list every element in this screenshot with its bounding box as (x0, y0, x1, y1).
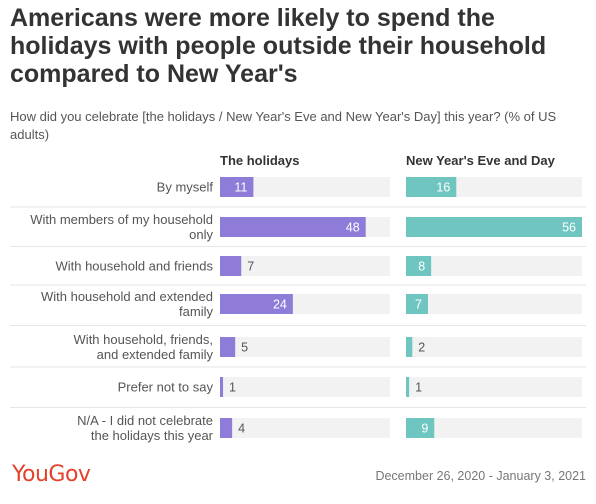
bar-track (406, 418, 582, 438)
data-label: 5 (241, 341, 248, 355)
bar-track (220, 377, 390, 397)
bar-0-6 (220, 418, 233, 438)
data-label: 9 (421, 422, 428, 436)
category-label: N/A - I did not celebrate (77, 413, 213, 428)
bar-track (406, 294, 582, 314)
bar-track (220, 177, 390, 197)
data-label: 48 (346, 221, 360, 235)
bar-track (220, 256, 390, 276)
data-label: 1 (229, 381, 236, 395)
data-label: 1 (415, 381, 422, 395)
category-label: With household and friends (55, 259, 213, 274)
category-label: only (189, 227, 213, 242)
data-label: 4 (238, 422, 245, 436)
chart-title: Americans were more likely to spend the … (10, 4, 547, 88)
bar-chart: The holidays New Year's Eve and Day By mys… (10, 153, 586, 443)
bar-1-3 (406, 294, 428, 314)
bar-1-4 (406, 337, 413, 357)
bar-1-6 (406, 418, 435, 438)
bar-track (220, 418, 390, 438)
bar-0-5 (220, 377, 224, 397)
bar-0-3 (220, 294, 293, 314)
bar-track (406, 256, 582, 276)
bar-1-0 (406, 177, 457, 197)
bar-track (406, 377, 582, 397)
bar-0-1 (220, 217, 366, 237)
category-label: With household, friends, (74, 332, 213, 347)
series-header-1: New Year's Eve and Day (406, 153, 556, 168)
data-label: 7 (415, 298, 422, 312)
date-range: December 26, 2020 - January 3, 2021 (375, 469, 586, 483)
data-label: 8 (418, 260, 425, 274)
bar-1-5 (406, 377, 410, 397)
series-header-0: The holidays (220, 153, 299, 168)
bar-0-2 (220, 256, 242, 276)
category-label: Prefer not to say (118, 380, 214, 395)
bar-1-2 (406, 256, 432, 276)
bar-0-4 (220, 337, 236, 357)
bar-0-0 (220, 177, 254, 197)
data-label: 2 (418, 341, 425, 355)
data-label: 16 (436, 181, 450, 195)
data-label: 7 (247, 260, 254, 274)
category-label: With household and extended (41, 289, 213, 304)
category-label: family (179, 304, 213, 319)
bar-track (220, 337, 390, 357)
category-label: the holidays this year (91, 428, 214, 443)
data-label: 11 (234, 181, 247, 195)
yougov-logo: YouGov (12, 462, 91, 487)
category-label: By myself (157, 180, 214, 195)
category-label: and extended family (97, 347, 214, 362)
data-label: 56 (562, 221, 576, 235)
chart-subtitle: How did you celebrate [the holidays / Ne… (10, 109, 557, 142)
data-label: 24 (273, 298, 287, 312)
bar-1-1 (406, 217, 582, 237)
category-label: With members of my household (30, 212, 213, 227)
bar-track (406, 337, 582, 357)
